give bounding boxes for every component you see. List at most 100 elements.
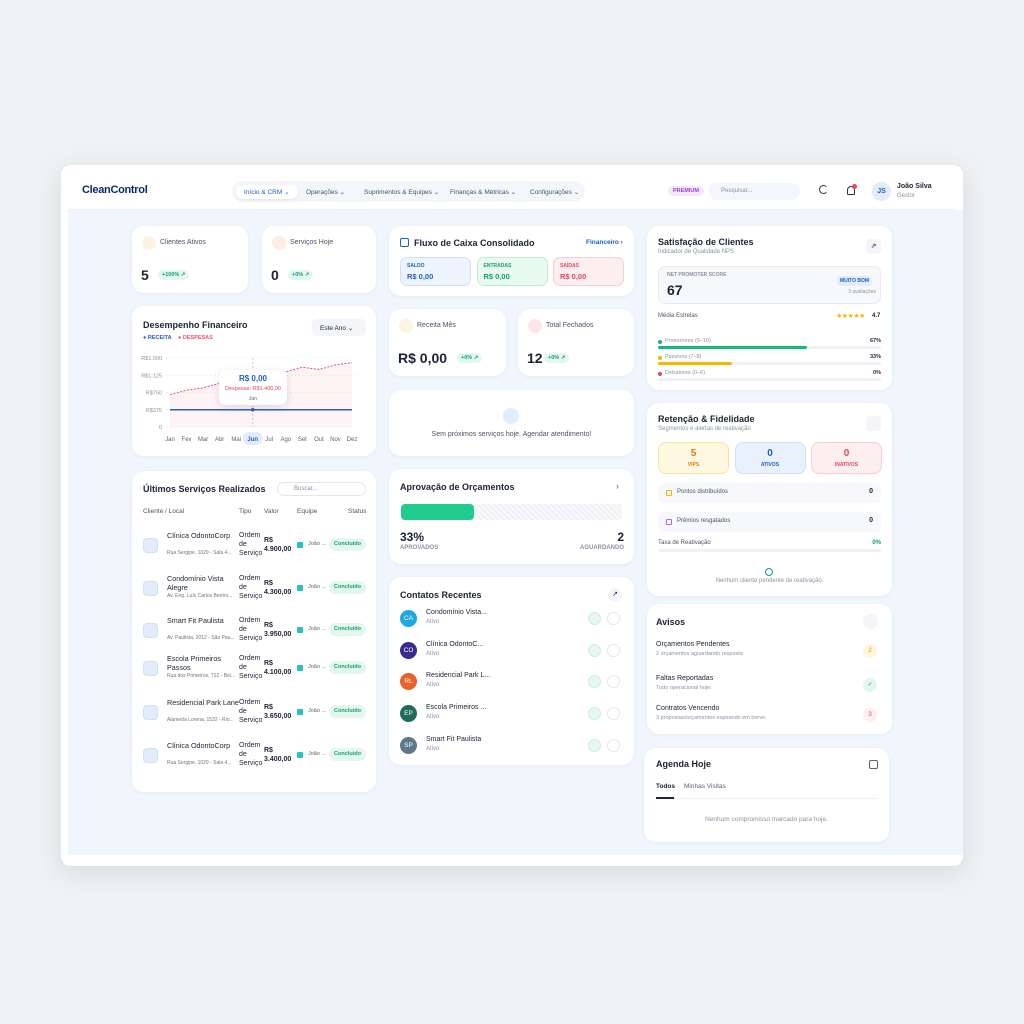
y-tick-label: R$1.125 bbox=[141, 373, 162, 379]
kpi-value: 12 bbox=[527, 350, 543, 366]
service-type: Ordem de Serviço bbox=[239, 575, 263, 600]
call-button[interactable] bbox=[607, 707, 620, 720]
contact-name: Smart Fit Paulista bbox=[426, 736, 482, 743]
series-line bbox=[169, 362, 353, 396]
legend-entry: ● DESPESAS bbox=[178, 335, 213, 341]
whatsapp-button[interactable] bbox=[588, 644, 601, 657]
loyalty-value: 0 bbox=[869, 517, 873, 524]
agenda-tab[interactable]: Minhas Visitas bbox=[684, 783, 726, 790]
status: Concluído bbox=[329, 661, 366, 674]
client-name: Smart Fit Paulista bbox=[167, 616, 224, 625]
kpi-value: 5 bbox=[141, 267, 149, 283]
row-icon bbox=[143, 705, 158, 720]
whatsapp-button[interactable] bbox=[588, 707, 601, 720]
kpi-label: Total Fechados bbox=[546, 322, 594, 329]
nav: Início & CRM ⌄ Operações ⌄ Suprimentos & E… bbox=[232, 181, 585, 202]
service-value: R$ 3.950,00 bbox=[264, 622, 292, 638]
contact-status: Ativo bbox=[426, 714, 440, 720]
loyalty-icon bbox=[666, 490, 672, 496]
expand-button[interactable]: ⇗ bbox=[866, 239, 881, 254]
column-header: Equipe bbox=[297, 508, 318, 515]
notice-badge: 3 bbox=[863, 708, 877, 722]
team: João ... bbox=[308, 708, 327, 714]
service-value: R$ 4.900,00 bbox=[264, 537, 292, 553]
card: Clientes Ativos 5 +100% ↗ bbox=[132, 226, 248, 293]
cashflow-link[interactable]: Financeiro › bbox=[586, 239, 623, 246]
call-button[interactable] bbox=[607, 612, 620, 625]
tooltip-month: Jun bbox=[248, 396, 258, 402]
whatsapp-button[interactable] bbox=[588, 739, 601, 752]
services-title: Últimos Serviços Realizados bbox=[143, 484, 266, 494]
client-address: Rua Sergipe, 1029 - Sala 4... bbox=[167, 550, 232, 556]
cash-label: SALDO bbox=[407, 263, 425, 269]
service-type: Ordem de Serviço bbox=[239, 699, 263, 724]
nav-item[interactable]: Operações ⌄ bbox=[306, 189, 346, 196]
loyalty-row: Pontos distribuídos 0 bbox=[658, 483, 881, 503]
tooltip: R$ 0,00 Despesas: R$1.400,00 Jun bbox=[219, 370, 287, 405]
active-tab-underline bbox=[656, 797, 674, 799]
period-select[interactable]: Este Ano ⌄ bbox=[312, 319, 366, 336]
segment-label: INATIVOS bbox=[834, 462, 859, 468]
status: Concluído bbox=[329, 748, 366, 761]
whatsapp-button[interactable] bbox=[588, 675, 601, 688]
kpi-change: +0% ↗ bbox=[544, 353, 570, 363]
approval-title: Aprovação de Orçamentos bbox=[400, 482, 515, 492]
call-button[interactable] bbox=[607, 644, 620, 657]
nav-item[interactable]: Finanças & Métricas ⌄ bbox=[450, 189, 517, 196]
service-value: R$ 4.300,00 bbox=[264, 580, 292, 596]
column-header: Status bbox=[348, 508, 367, 515]
call-button[interactable] bbox=[607, 675, 620, 688]
notifications[interactable] bbox=[847, 186, 855, 195]
team: João ... bbox=[308, 664, 327, 670]
cash-box: SAÍDAS R$ 0,00 bbox=[553, 257, 624, 286]
call-button[interactable] bbox=[607, 739, 620, 752]
card: Agenda Hoje Todos Minhas Visitas Nenhum com… bbox=[644, 748, 889, 842]
members-button[interactable] bbox=[866, 416, 881, 431]
notice-title: Orçamentos Pendentes bbox=[656, 641, 730, 648]
contact-avatar: RL bbox=[400, 673, 417, 690]
column-header: Valor bbox=[264, 508, 279, 515]
services-search[interactable]: Buscar... bbox=[277, 482, 366, 496]
kpi-value: R$ 0,00 bbox=[398, 350, 448, 366]
tooltip-despesas: Despesas: R$1.400,00 bbox=[225, 386, 281, 392]
contacts-open[interactable]: ↗ bbox=[608, 588, 622, 602]
loyalty-label: Pontos distribuídos bbox=[677, 489, 729, 495]
contact-status: Ativo bbox=[426, 682, 440, 688]
kpi-label: Serviços Hoje bbox=[290, 239, 334, 246]
x-tick-label: Mar bbox=[198, 437, 208, 443]
nav-item[interactable]: Suprimentos & Equipes ⌄ bbox=[364, 189, 440, 196]
segment-label: ATIVOS bbox=[760, 462, 780, 468]
notices-title: Avisos bbox=[656, 617, 686, 627]
card: Fluxo de Caixa Consolidado Financeiro › SA… bbox=[389, 226, 634, 296]
group-name: Passivos (7–8) bbox=[665, 354, 702, 360]
search[interactable]: Pesquisar... bbox=[708, 183, 800, 200]
agenda-empty: Nenhum compromisso marcado para hoje. bbox=[705, 816, 828, 823]
theme-toggle[interactable] bbox=[819, 185, 828, 194]
service-type: Ordem de Serviço bbox=[239, 532, 263, 557]
satisfaction-subtitle: Indicador de Qualidade NPS bbox=[658, 249, 735, 255]
row-icon bbox=[143, 538, 158, 553]
segment-value: 5 bbox=[690, 448, 697, 459]
x-tick-label: Jan bbox=[165, 437, 175, 443]
whatsapp-button[interactable] bbox=[588, 612, 601, 625]
group-track bbox=[658, 378, 881, 381]
pending-value: 2 bbox=[617, 530, 624, 544]
group-dot bbox=[658, 372, 662, 376]
card: Serviços Hoje 0 +0% ↗ bbox=[262, 226, 376, 293]
notice-desc: Tudo operacional hoje. bbox=[656, 685, 712, 691]
agenda-tab[interactable]: Todos bbox=[656, 783, 676, 790]
bell-button[interactable] bbox=[863, 614, 878, 629]
client-name: Clínica OdontoCorp bbox=[167, 531, 231, 540]
avatar[interactable]: JS bbox=[872, 182, 891, 201]
card: Últimos Serviços Realizados Buscar... Clie… bbox=[132, 471, 376, 792]
group-track bbox=[658, 362, 881, 365]
status: Concluído bbox=[329, 705, 366, 718]
team: João ... bbox=[308, 626, 327, 632]
pending-label: AGUARDANDO bbox=[580, 545, 624, 551]
calendar-icon bbox=[869, 760, 878, 769]
nav-item[interactable]: Configurações ⌄ bbox=[530, 189, 580, 196]
reactivation-title: Taxa de Reativação bbox=[658, 540, 711, 546]
nav-item[interactable]: Início & CRM ⌄ bbox=[236, 185, 298, 199]
group-percent: 67% bbox=[869, 338, 881, 344]
contact-avatar: CO bbox=[400, 642, 417, 659]
